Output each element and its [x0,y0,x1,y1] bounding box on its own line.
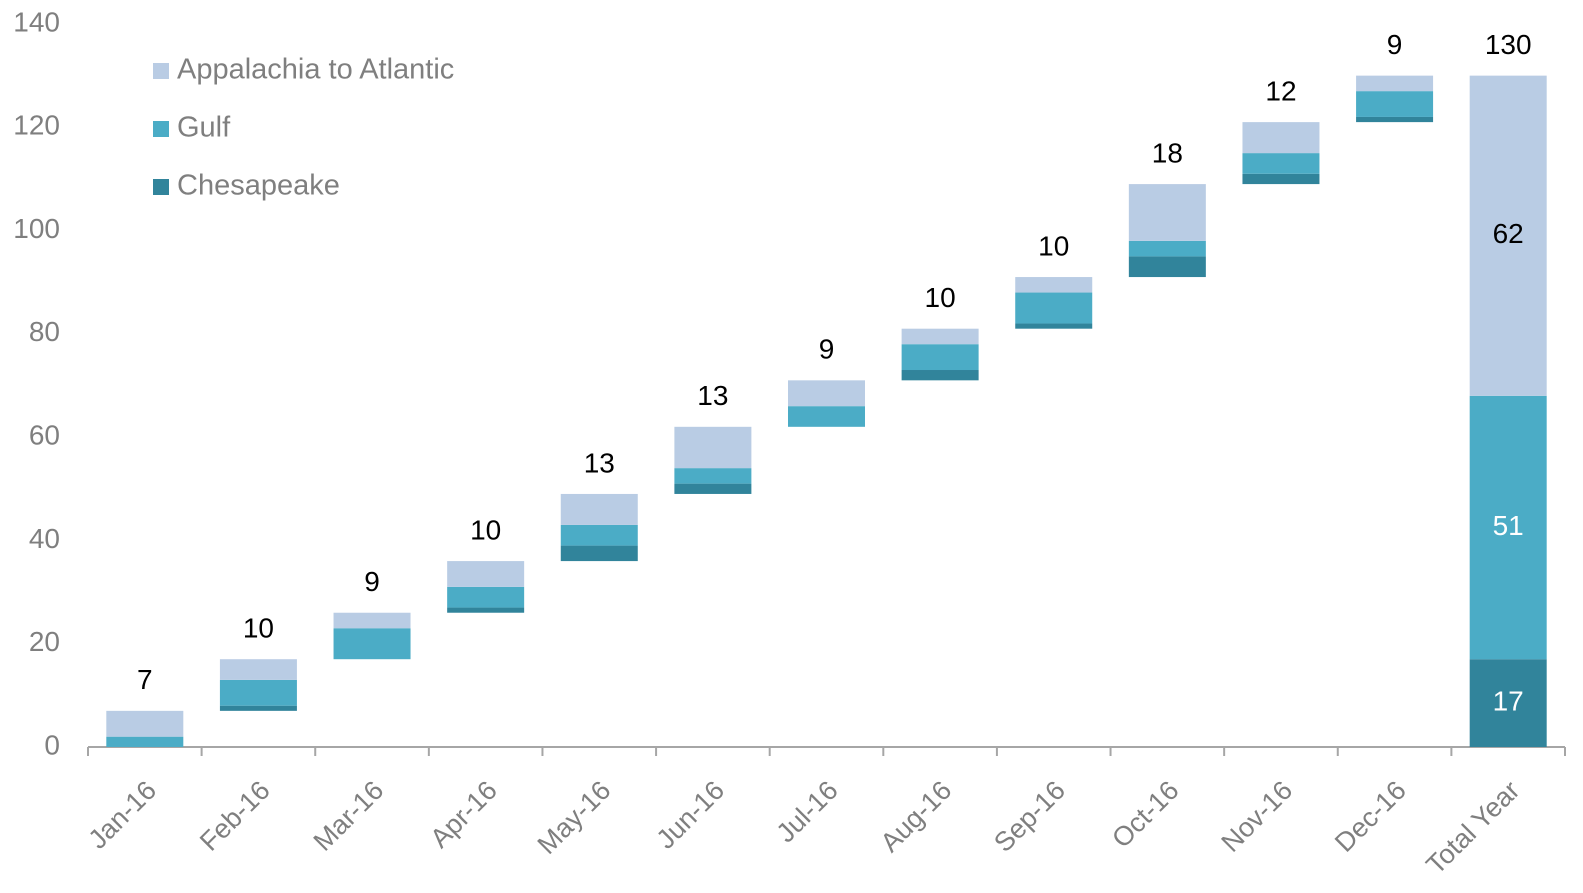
bar-segment [788,406,865,427]
bar-segment [788,380,865,407]
legend-label: Appalachia to Atlantic [177,54,454,86]
legend-label: Gulf [177,112,231,144]
x-tick-label: Feb-16 [194,775,276,857]
x-tick-label: May-16 [532,775,617,860]
bar-segment [674,483,752,494]
y-tick-label: 0 [44,729,60,760]
y-tick-label: 60 [29,420,60,451]
x-tick-label: Apr-16 [424,775,503,854]
bar-segment [1356,91,1434,117]
bar-segment [1015,292,1093,324]
bar-segment [333,628,411,660]
x-tick-label: Dec-16 [1329,775,1412,858]
x-tick-label: Aug-16 [875,775,958,858]
x-tick-label: Sep-16 [988,775,1071,858]
bar-segment [1356,75,1434,92]
bar-segment [560,493,638,525]
bar-segment [1469,75,1547,396]
total-label: 9 [1387,29,1403,60]
total-label: 10 [243,613,274,644]
bar-segment [447,607,525,613]
y-tick-label: 140 [13,6,60,37]
x-tick-label: Jun-16 [651,775,731,855]
y-tick-label: 80 [29,316,60,347]
bar-segment [447,586,525,608]
total-label: 10 [470,514,501,545]
total-label: 7 [137,664,153,695]
bar-segment [1469,659,1547,747]
total-label: 13 [584,447,615,478]
bar-segment [560,524,638,546]
legend-swatch [153,121,169,137]
legend-swatch [153,179,169,195]
total-label: 12 [1265,76,1296,107]
legend-swatch [153,63,169,79]
bar-segment [333,612,411,629]
segment-label: 51 [1493,510,1524,541]
legend-label: Chesapeake [177,170,340,202]
x-tick-label: Oct-16 [1106,775,1185,854]
bar-segment [901,344,979,371]
total-label: 9 [364,566,380,597]
x-tick-label: Jul-16 [771,775,844,848]
x-tick-label: Jan-16 [82,775,162,855]
total-label: 10 [925,282,956,313]
bar-segment [901,328,979,345]
total-label: 18 [1152,137,1183,168]
bar-segment [560,545,638,562]
total-label: 10 [1038,230,1069,261]
x-tick-label: Nov-16 [1215,775,1298,858]
bar-segment [447,561,525,587]
bar-segment [1128,184,1206,241]
x-tick-label: Total Year [1420,775,1525,880]
bar-segment [674,426,752,469]
bar-segment [1015,277,1093,293]
bar-segment [1242,153,1320,174]
y-tick-label: 20 [29,626,60,657]
bar-segment [1242,173,1320,185]
x-tick-label: Mar-16 [308,775,390,857]
y-tick-label: 120 [13,110,60,141]
bar-segment [219,705,297,711]
total-label: 130 [1485,29,1532,60]
segment-label: 62 [1493,218,1524,249]
bar-segment [901,370,979,381]
bar-segment [106,736,184,747]
bar-segment [1469,395,1547,660]
total-label: 13 [697,380,728,411]
y-tick-label: 100 [13,213,60,244]
bar-segment [219,679,297,706]
bar-segment [1356,116,1434,123]
bar-segment [1015,323,1093,329]
bar-segment [1242,122,1320,154]
bar-segment [674,468,752,484]
bar-segment [1128,240,1206,257]
segment-label: 17 [1493,685,1524,716]
bar-segment [219,659,297,680]
total-label: 9 [819,334,835,365]
bar-segment [1128,256,1206,278]
bar-segment [106,710,184,737]
y-tick-label: 40 [29,523,60,554]
